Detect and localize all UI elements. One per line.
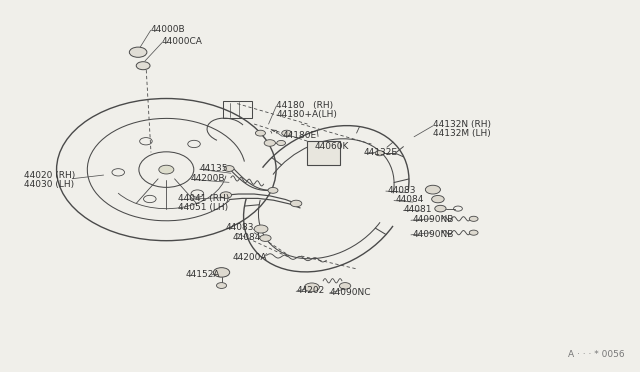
Text: 44060K: 44060K	[315, 142, 349, 151]
Text: A · · · * 0056: A · · · * 0056	[568, 350, 624, 359]
Circle shape	[375, 151, 384, 156]
Circle shape	[291, 200, 302, 207]
Text: 44180E: 44180E	[282, 131, 317, 140]
Text: 44152A: 44152A	[185, 270, 220, 279]
Text: 44083: 44083	[387, 186, 415, 195]
Text: 44090NB: 44090NB	[412, 215, 454, 224]
Text: 44081: 44081	[404, 205, 433, 214]
Circle shape	[268, 187, 278, 193]
Circle shape	[426, 185, 440, 194]
Circle shape	[159, 165, 174, 174]
Circle shape	[213, 268, 230, 277]
Text: 44090NC: 44090NC	[330, 288, 371, 297]
Text: 44180+A(LH): 44180+A(LH)	[276, 110, 337, 119]
Circle shape	[282, 130, 292, 136]
Text: 44083: 44083	[226, 224, 255, 232]
Circle shape	[216, 283, 227, 288]
Text: 44202: 44202	[296, 286, 324, 295]
Text: 44051 (LH): 44051 (LH)	[178, 203, 228, 212]
Circle shape	[260, 235, 271, 241]
Circle shape	[220, 192, 232, 198]
Circle shape	[254, 225, 268, 233]
Text: 44030 (LH): 44030 (LH)	[24, 180, 74, 189]
Circle shape	[431, 195, 444, 203]
Bar	[307, 141, 340, 165]
Text: 44090NB: 44090NB	[412, 230, 454, 238]
Circle shape	[435, 205, 446, 212]
Circle shape	[255, 130, 266, 136]
Circle shape	[264, 140, 275, 146]
Text: 44132E: 44132E	[364, 148, 398, 157]
Text: 44200B: 44200B	[190, 174, 225, 183]
Circle shape	[304, 283, 319, 292]
Circle shape	[136, 62, 150, 70]
Text: 44000CA: 44000CA	[162, 38, 203, 46]
Text: 44135: 44135	[200, 164, 228, 173]
Circle shape	[224, 166, 234, 171]
Text: 44020 (RH): 44020 (RH)	[24, 171, 76, 180]
Bar	[223, 101, 252, 118]
Text: 44180   (RH): 44180 (RH)	[276, 101, 333, 110]
Text: 44000B: 44000B	[150, 25, 186, 34]
Text: 44200A: 44200A	[232, 253, 267, 262]
Circle shape	[129, 47, 147, 57]
Text: 44084: 44084	[396, 195, 424, 204]
Circle shape	[276, 141, 285, 145]
Circle shape	[339, 283, 351, 289]
Text: 44084: 44084	[232, 232, 260, 241]
Circle shape	[469, 216, 478, 221]
Text: 44041 (RH): 44041 (RH)	[178, 194, 229, 203]
Circle shape	[469, 230, 478, 235]
Text: 44132N (RH): 44132N (RH)	[433, 120, 491, 129]
Text: 44132M (LH): 44132M (LH)	[433, 129, 491, 138]
